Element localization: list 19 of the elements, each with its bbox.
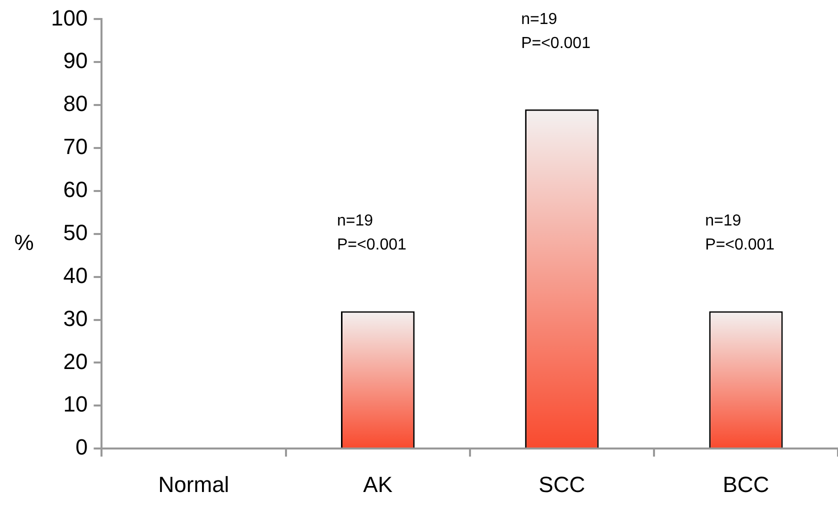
y-tick-label: 50 [63, 220, 88, 245]
x-tick-label: AK [363, 472, 393, 497]
y-tick-label: 10 [63, 392, 88, 417]
y-tick-label: 40 [63, 262, 88, 288]
y-tick-label: 90 [63, 48, 88, 74]
x-tick-label: BCC [722, 472, 770, 497]
x-tick-label: Normal [158, 472, 230, 497]
x-tick-label: SCC [538, 472, 586, 497]
y-tick-label: 20 [63, 348, 88, 374]
y-tick-label: 60 [63, 177, 88, 202]
annotation: n=19 P=<0.001 [705, 212, 775, 254]
annotation: n=19 P=<0.001 [337, 212, 406, 254]
annotation: n=19 P=<0.001 [521, 10, 591, 52]
y-tick-label: 100 [50, 5, 88, 30]
y-tick-label: 70 [63, 134, 88, 160]
y-tick-label: 80 [63, 91, 88, 116]
y-tick-label: 0 [75, 434, 88, 460]
y-tick-label: 30 [63, 306, 88, 331]
y-axis-title: % [14, 230, 34, 255]
